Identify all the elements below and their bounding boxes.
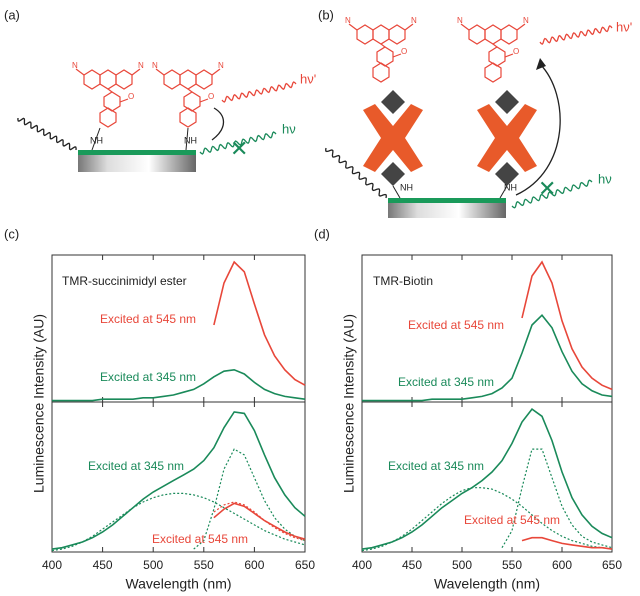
annotation: TMR-Biotin xyxy=(373,274,433,288)
block-x: ✕ xyxy=(230,136,248,161)
annotation: Excited at 545 nm xyxy=(408,318,504,332)
photon xyxy=(18,118,76,150)
arrow xyxy=(212,108,224,140)
slab-top xyxy=(388,198,506,203)
x-tick-label: 500 xyxy=(452,558,472,572)
annotation: TMR-succinimidyl ester xyxy=(62,274,187,288)
slab xyxy=(388,203,506,218)
linker xyxy=(393,186,400,198)
figure: N N O (a) NH NH ✕ hν' hν (b) NH NH ✕ hν'… xyxy=(0,0,640,596)
slab-top xyxy=(78,150,196,155)
streptavidin xyxy=(477,90,537,186)
x-tick-label: 450 xyxy=(93,558,113,572)
annotation: Excited at 345 nm xyxy=(388,459,484,473)
nh-label: NH xyxy=(400,182,413,192)
molecule xyxy=(345,16,417,82)
excitation-label: hν xyxy=(282,121,296,136)
slab xyxy=(78,155,196,172)
x-tick-label: 600 xyxy=(244,558,264,572)
annotation: Excited at 345 nm xyxy=(100,370,196,384)
photon xyxy=(222,82,296,102)
panel-label: (c) xyxy=(4,226,19,241)
panel-label: (a) xyxy=(4,7,20,22)
x-tick-label: 650 xyxy=(602,558,622,572)
excitation-label: hν xyxy=(598,171,612,186)
annotation: Excited at 545 nm xyxy=(100,312,196,326)
photon xyxy=(540,26,612,44)
annotation: Excited at 345 nm xyxy=(398,375,494,389)
y-axis-label: Luminescence Intensity (AU) xyxy=(31,314,47,493)
molecule xyxy=(457,16,529,82)
x-tick-label: 650 xyxy=(295,558,315,572)
x-axis-label: Wavelength (nm) xyxy=(125,576,231,592)
molecule xyxy=(72,61,144,127)
emission-label: hν' xyxy=(300,71,316,86)
streptavidin xyxy=(363,90,423,186)
nh-label: NH xyxy=(504,182,517,192)
x-tick-label: 600 xyxy=(552,558,572,572)
panel-label: (d) xyxy=(314,226,330,241)
spectrum-line xyxy=(52,412,305,549)
y-axis-label: Luminescence Intensity (AU) xyxy=(341,314,357,493)
x-axis-label: Wavelength (nm) xyxy=(434,576,540,592)
x-tick-label: 550 xyxy=(502,558,522,572)
x-tick-label: 500 xyxy=(143,558,163,572)
x-tick-label: 450 xyxy=(402,558,422,572)
nh-label: NH xyxy=(90,135,103,145)
panel-label: (b) xyxy=(318,7,334,22)
spectrum-line xyxy=(214,262,305,385)
emission-label: hν' xyxy=(616,19,632,34)
annotation: Excited at 345 nm xyxy=(88,459,184,473)
x-tick-label: 400 xyxy=(352,558,372,572)
x-tick-label: 550 xyxy=(194,558,214,572)
spectrum-line xyxy=(362,409,612,549)
spectrum-line xyxy=(502,449,612,548)
spectrum-line xyxy=(522,262,612,389)
annotation: Excited at 545 nm xyxy=(464,513,560,527)
molecule xyxy=(152,61,224,127)
annotation: Excited at 545 nm xyxy=(152,532,248,546)
nh-label: NH xyxy=(184,135,197,145)
x-tick-label: 400 xyxy=(42,558,62,572)
